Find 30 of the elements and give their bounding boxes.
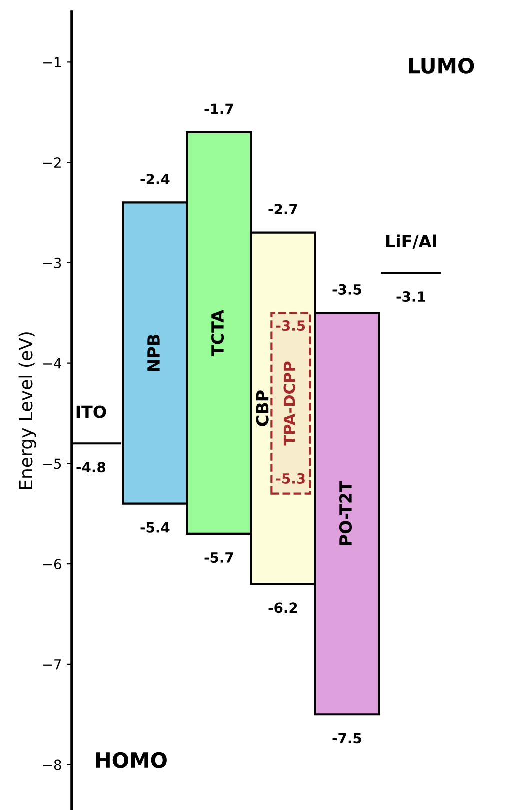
y-axis-title: Energy Level (eV) (18, 332, 36, 490)
y-tick-label: −2 (43, 158, 61, 168)
annotation: -3.5 (276, 320, 306, 332)
annotation: -7.5 (332, 733, 362, 744)
annotation: HOMO (96, 752, 167, 768)
annotation: -2.4 (140, 174, 170, 184)
y-tick-label: −1 (43, 57, 61, 68)
annotation: -5.3 (276, 473, 305, 484)
annotation: -5.7 (204, 552, 234, 563)
y-tick-label: −7 (43, 660, 62, 670)
annotation: -3.5 (332, 284, 362, 295)
ref-line-label: LiF/Al (386, 234, 436, 249)
annotation: -4.8 (76, 462, 106, 473)
x-tick-label: CBP (256, 390, 269, 426)
y-tick-label: −8 (43, 760, 62, 770)
y-tick-label: −5 (43, 458, 62, 470)
x-tick-label: NPB (148, 335, 160, 372)
x-tick-label: TCTA (211, 310, 224, 356)
x-tick-label: PO-T2T (339, 481, 352, 546)
ref-line-label: ITO (76, 406, 106, 418)
annotation: -3.1 (396, 292, 426, 302)
annotation: -2.7 (268, 204, 298, 214)
annotation: -1.7 (204, 104, 234, 114)
y-tick-label: −3 (43, 258, 62, 268)
annotation: -5.4 (140, 522, 170, 533)
y-tick-label: −4 (43, 358, 62, 369)
text: LUMO (409, 58, 474, 74)
y-tick-label: −6 (43, 559, 62, 570)
band-label: TPA-DCPP (284, 362, 296, 446)
annotation: -6.2 (268, 602, 298, 614)
